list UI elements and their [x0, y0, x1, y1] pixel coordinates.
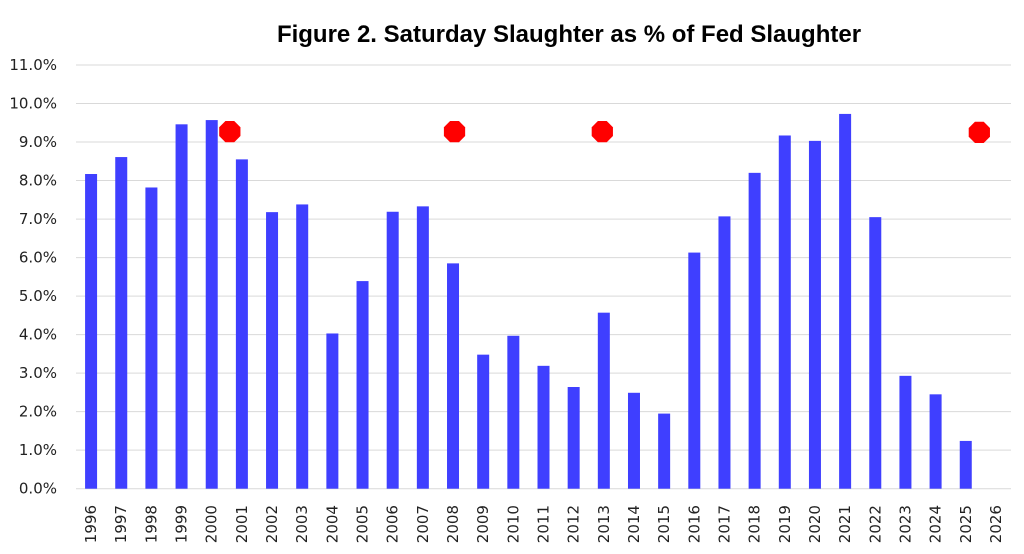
- x-tick-label: 2014: [625, 505, 643, 543]
- gridlines: [76, 64, 1011, 490]
- y-tick-label: 5.0%: [19, 287, 57, 305]
- bar-2019: [778, 135, 791, 489]
- x-tick-label: 2018: [746, 505, 764, 543]
- x-tick-label: 1997: [112, 505, 130, 543]
- x-axis-ticks: 1996 1997 1998 1999 2000 2001 2002 2003 2004 2005…: [82, 505, 1005, 543]
- x-tick-label: 2016: [685, 505, 703, 543]
- bar-2014: [627, 392, 640, 489]
- x-tick-label: 2009: [474, 505, 492, 543]
- bar-2016: [688, 252, 701, 489]
- x-tick-label: 2015: [655, 505, 673, 543]
- bar-1999: [175, 124, 188, 489]
- x-tick-label: 2011: [535, 505, 553, 543]
- y-tick-label: 10.0%: [9, 95, 57, 113]
- y-tick-label: 4.0%: [19, 326, 57, 344]
- x-tick-label: 2022: [866, 505, 884, 543]
- bar-2010: [507, 335, 520, 489]
- x-tick-label: 2019: [776, 505, 794, 543]
- bar-2017: [718, 216, 731, 489]
- x-tick-label: 2013: [595, 505, 613, 543]
- bar-2020: [808, 140, 821, 489]
- bar-2001: [235, 159, 248, 489]
- x-tick-label: 2008: [444, 505, 462, 543]
- y-tick-label: 9.0%: [19, 133, 57, 151]
- x-tick-label: 1996: [82, 505, 100, 543]
- y-tick-label: 1.0%: [19, 441, 57, 459]
- y-tick-label: 11.0%: [9, 56, 57, 74]
- bar-2011: [537, 365, 550, 489]
- bars: [85, 113, 972, 489]
- x-tick-label: 1999: [173, 505, 191, 543]
- bar-2009: [477, 354, 490, 489]
- bar-1996: [85, 174, 98, 489]
- bar-2012: [567, 387, 580, 489]
- y-axis-ticks: 0.0% 1.0% 2.0% 3.0% 4.0% 5.0% 6.0% 7.0% 8.0% 9.0%…: [9, 56, 57, 498]
- bar-2021: [839, 113, 852, 489]
- y-tick-label: 3.0%: [19, 364, 57, 382]
- bar-2025: [959, 440, 972, 489]
- x-tick-label: 2004: [323, 505, 341, 543]
- y-tick-label: 2.0%: [19, 403, 57, 421]
- bar-2015: [658, 413, 671, 489]
- y-tick-label: 7.0%: [19, 210, 57, 228]
- x-tick-label: 2023: [896, 505, 914, 543]
- bar-2013: [597, 312, 610, 489]
- octagon-marker: [591, 121, 613, 143]
- bar-2000: [205, 120, 218, 489]
- x-tick-label: 1998: [142, 505, 160, 543]
- octagon-marker: [443, 121, 466, 143]
- x-tick-label: 2012: [565, 505, 583, 543]
- x-tick-label: 2006: [384, 505, 402, 543]
- x-tick-label: 2017: [715, 505, 733, 543]
- x-tick-label: 2021: [836, 505, 854, 543]
- x-tick-label: 2010: [504, 505, 522, 543]
- x-tick-label: 2007: [414, 505, 432, 543]
- bar-2004: [326, 333, 339, 489]
- markers: [219, 121, 990, 144]
- x-tick-label: 2005: [354, 505, 372, 543]
- x-tick-label: 2025: [957, 505, 975, 543]
- x-tick-label: 2003: [293, 505, 311, 543]
- y-tick-label: 6.0%: [19, 249, 57, 267]
- x-tick-label: 2026: [987, 505, 1005, 543]
- x-tick-label: 2024: [927, 505, 945, 543]
- x-tick-label: 2000: [203, 505, 221, 543]
- bar-1997: [115, 157, 128, 489]
- bar-2008: [447, 263, 460, 489]
- x-tick-label: 2002: [263, 505, 281, 543]
- bar-2024: [929, 394, 942, 489]
- chart-title: Figure 2. Saturday Slaughter as % of Fed…: [277, 21, 861, 48]
- bar-2007: [416, 206, 429, 489]
- y-tick-label: 8.0%: [19, 172, 57, 190]
- octagon-marker: [968, 121, 990, 144]
- bar-2002: [266, 212, 279, 489]
- octagon-marker: [219, 121, 241, 143]
- x-tick-label: 2020: [806, 505, 824, 543]
- bar-2006: [386, 211, 399, 489]
- x-tick-label: 2001: [233, 505, 251, 543]
- bar-2023: [899, 375, 912, 489]
- y-tick-label: 0.0%: [19, 480, 57, 498]
- bar-2018: [748, 172, 761, 489]
- bar-2005: [356, 281, 369, 489]
- bar-2022: [869, 217, 882, 489]
- bar-2003: [296, 204, 309, 489]
- bar-1998: [145, 187, 158, 489]
